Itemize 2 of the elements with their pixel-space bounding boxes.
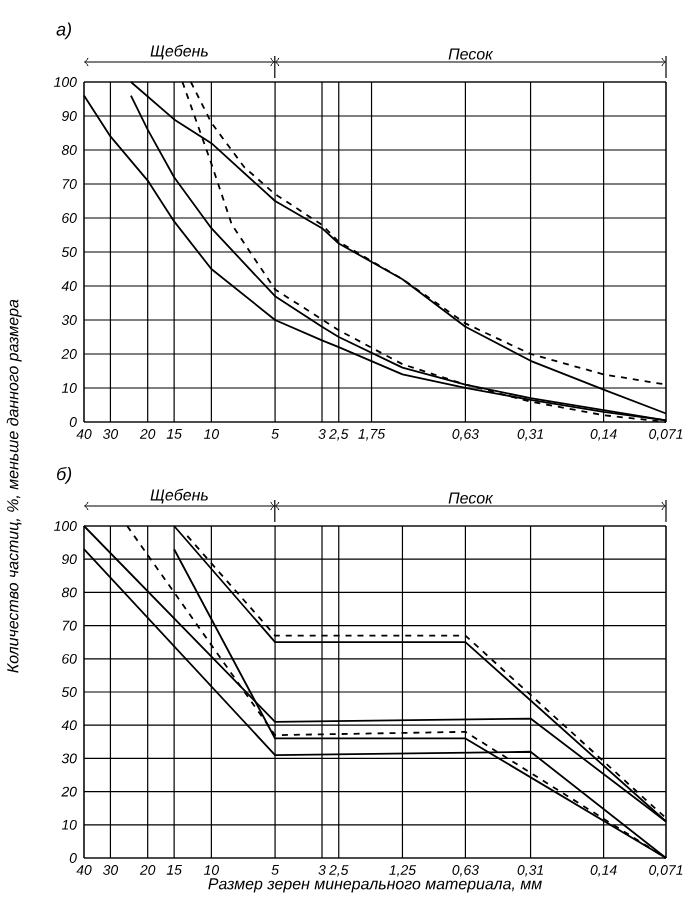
chart-title: б) (56, 466, 72, 484)
chart-title: а) (56, 22, 71, 40)
